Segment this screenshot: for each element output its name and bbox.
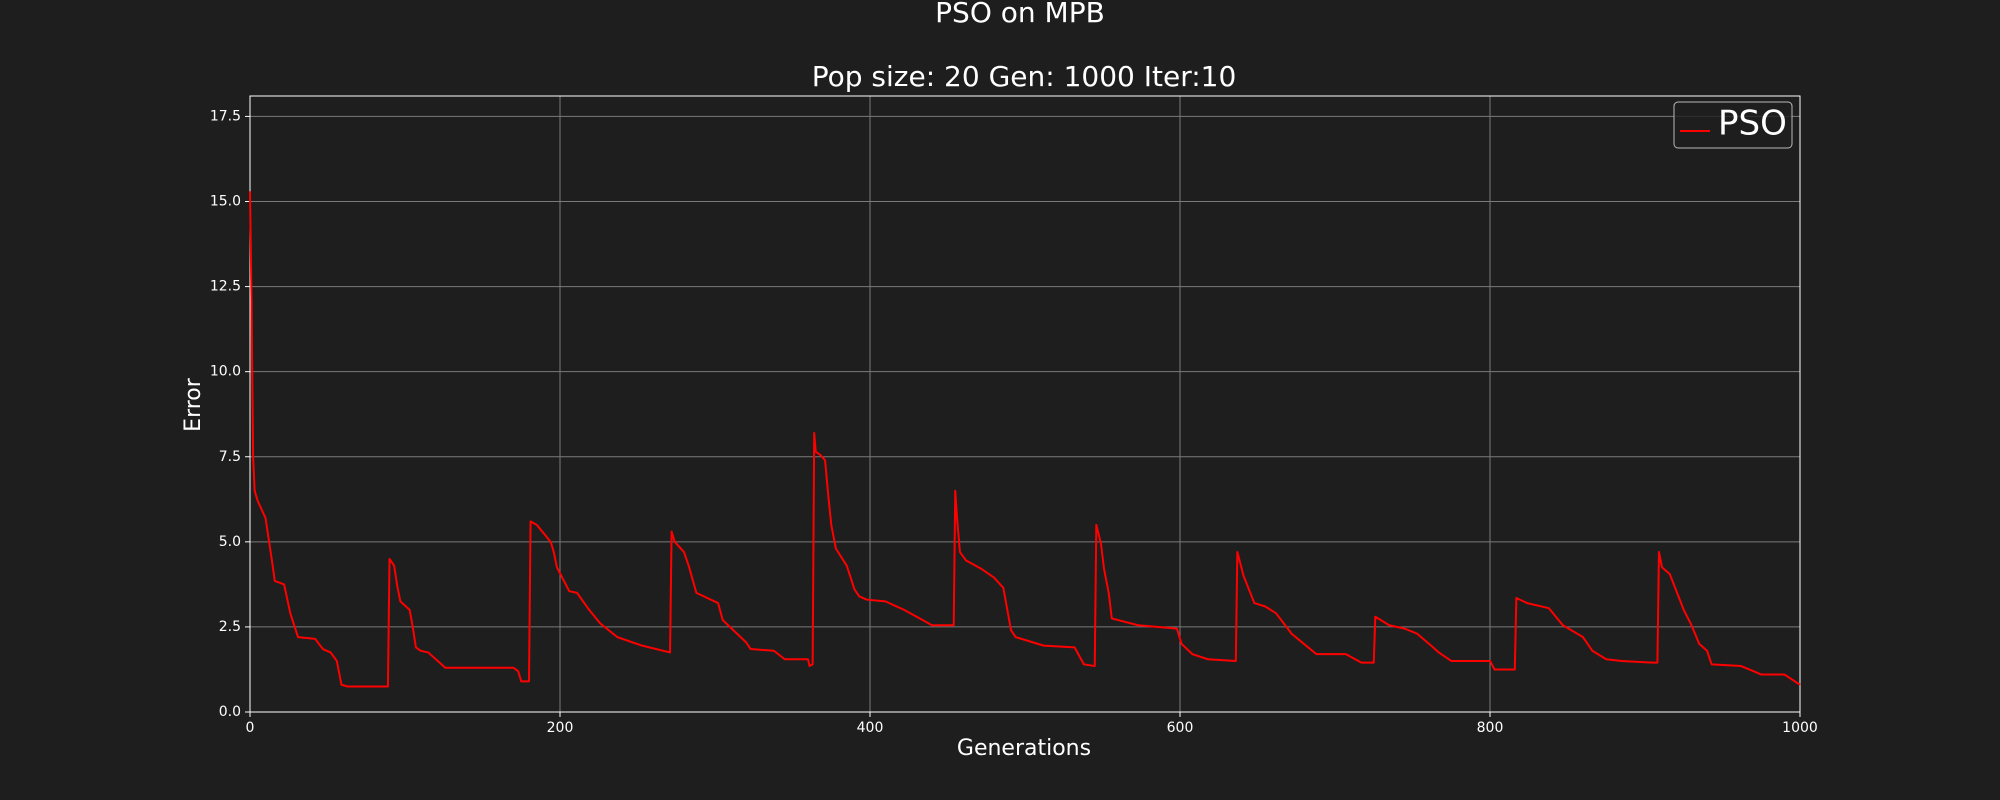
y-tick-label: 2.5 [219, 619, 241, 635]
y-tick-label: 7.5 [219, 449, 241, 465]
x-tick-label: 400 [857, 720, 884, 736]
plot-frame [249, 95, 1801, 713]
y-tick-label: 10.0 [210, 364, 241, 380]
y-tick-label: 17.5 [210, 108, 241, 124]
line-series [249, 191, 1801, 688]
x-tick-label: 0 [246, 720, 255, 736]
chart-title: PSO on MPB [935, 0, 1105, 29]
x-tick-label: 600 [1167, 720, 1194, 736]
y-tick-label: 5.0 [219, 534, 241, 550]
x-tick-label: 1000 [1782, 720, 1818, 736]
legend-box [1673, 101, 1793, 149]
x-tick-label: 200 [547, 720, 574, 736]
legend-label: PSO [1718, 104, 1787, 144]
y-axis-label: Error [181, 377, 206, 432]
y-tick-label: 0.0 [219, 704, 241, 720]
y-tick-label: 12.5 [210, 279, 241, 295]
y-tick-label: 15.0 [210, 194, 241, 210]
x-tick-label: 800 [1477, 720, 1504, 736]
chart-subtitle: Pop size: 20 Gen: 1000 Iter:10 [812, 60, 1237, 93]
x-axis-label: Generations [957, 736, 1091, 761]
